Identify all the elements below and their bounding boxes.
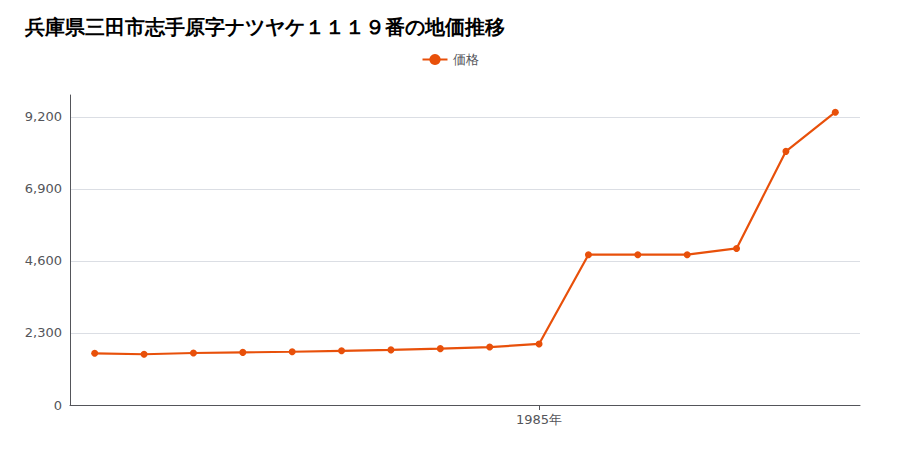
svg-text:2,300: 2,300 (25, 325, 62, 340)
svg-text:9,200: 9,200 (25, 109, 62, 124)
svg-text:価格: 価格 (453, 52, 479, 67)
svg-text:0: 0 (54, 398, 62, 413)
svg-text:6,900: 6,900 (25, 181, 62, 196)
svg-text:兵庫県三田市志手原字ナツヤケ１１１９番の地価推移: 兵庫県三田市志手原字ナツヤケ１１１９番の地価推移 (24, 15, 505, 39)
svg-text:4,600: 4,600 (25, 253, 62, 268)
svg-text:1985年: 1985年 (516, 412, 562, 427)
